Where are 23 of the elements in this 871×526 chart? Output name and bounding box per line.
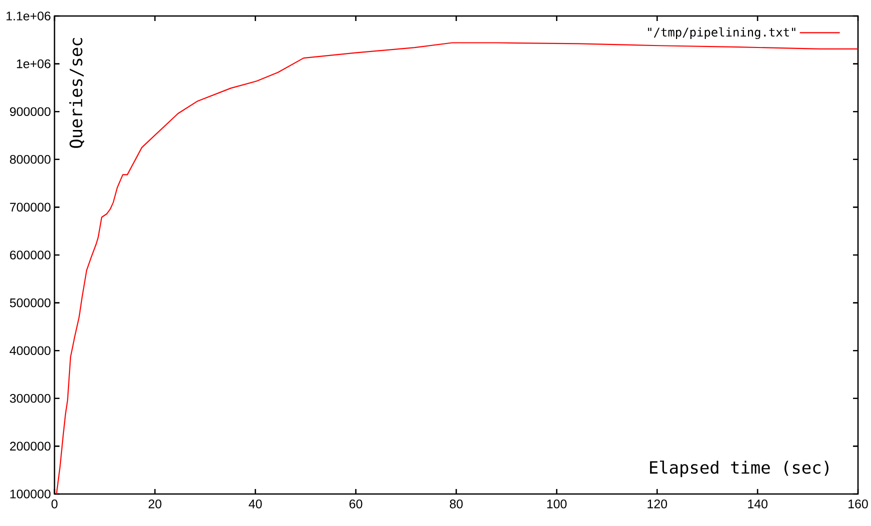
y-tick-label: 200000 — [10, 442, 50, 451]
x-tick-label: 120 — [648, 500, 668, 508]
y-tick-label: 100000 — [10, 490, 50, 498]
x-tick-label: 160 — [848, 500, 868, 508]
y-tick-label: 600000 — [10, 250, 50, 260]
y-tick-label: 400000 — [10, 346, 50, 356]
y-tick-label: 900000 — [10, 107, 50, 116]
x-tick-label: 80 — [450, 500, 463, 508]
x-tick-label: 100 — [547, 500, 567, 508]
y-tick-label: 1.1e+06 — [6, 12, 50, 20]
x-tick-label: 0 — [52, 500, 58, 508]
y-tick-label: 300000 — [10, 394, 50, 403]
x-tick-label: 60 — [350, 500, 362, 508]
y-axis-title: Queries/sec — [69, 38, 84, 148]
y-tick-label: 500000 — [10, 298, 50, 308]
x-tick-label: 20 — [148, 500, 162, 508]
legend-label: "/tmp/pipelining.txt" — [648, 27, 796, 40]
x-tick-label: 40 — [248, 500, 262, 508]
x-tick-label: 140 — [748, 500, 768, 508]
y-tick-label: 700000 — [10, 202, 50, 212]
y-tick-label: 1e+06 — [16, 59, 50, 68]
y-tick-label: 800000 — [10, 154, 50, 164]
x-axis-title: Elapsed time (sec) — [650, 460, 828, 478]
